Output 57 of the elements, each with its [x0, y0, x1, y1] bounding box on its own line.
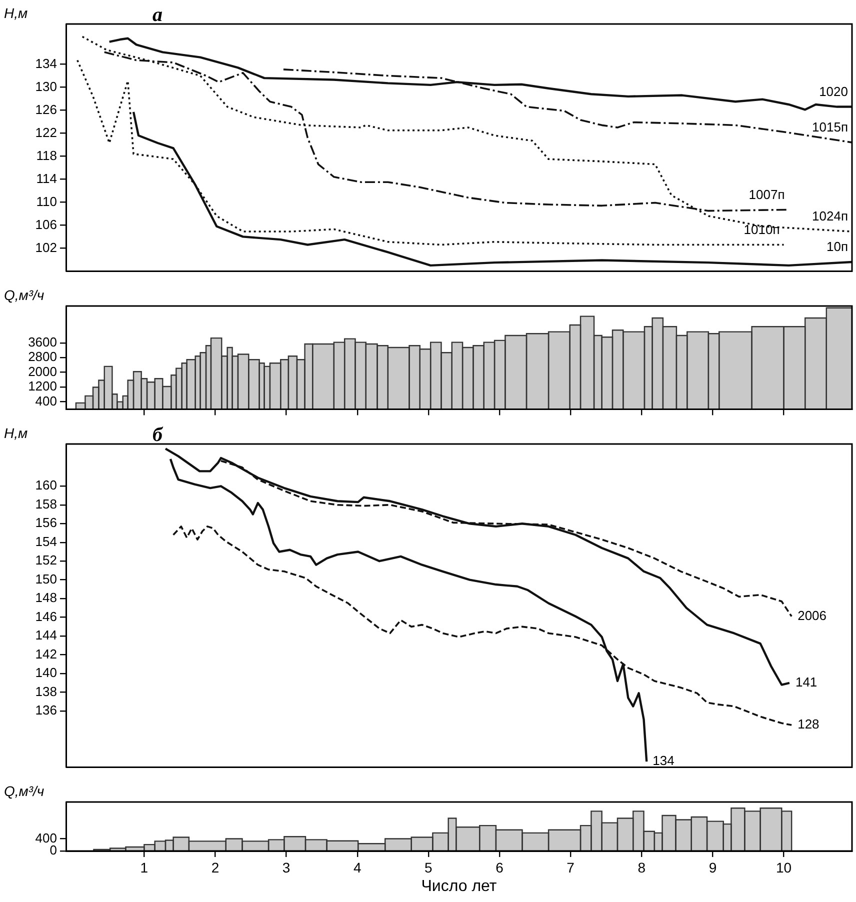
chart-title: б	[152, 424, 164, 446]
y-tick-label: 138	[35, 684, 57, 699]
y-tick-label: 110	[36, 194, 57, 209]
y-tick-label: 136	[35, 702, 57, 718]
y-tick-label: 156	[35, 515, 57, 530]
y-tick-label: 2800	[28, 349, 57, 364]
y-tick-label: 2000	[28, 364, 57, 379]
series-label: 1024п	[812, 208, 848, 224]
y-tick-label: 122	[35, 124, 57, 140]
y-tick-label: 144	[35, 628, 57, 643]
series-label: 1007п	[748, 186, 785, 202]
series-label: 1010п	[744, 222, 780, 237]
series-label: 128	[798, 716, 820, 732]
y-axis-title: H,м	[4, 425, 28, 441]
y-tick-label: 0	[50, 842, 57, 858]
y-tick-label: 102	[35, 240, 57, 255]
y-axis-title: Q,м³/ч	[4, 287, 44, 303]
x-tick-label: 6	[496, 859, 504, 876]
y-tick-label: 114	[36, 170, 57, 186]
y-tick-label: 1200	[28, 378, 57, 394]
y-axis-title: H,м	[4, 5, 28, 21]
series-label: 1020	[819, 84, 848, 99]
x-tick-label: 9	[708, 859, 717, 876]
y-tick-label: 400	[35, 393, 57, 408]
y-tick-label: 158	[35, 496, 57, 512]
series-label: 2006	[798, 608, 827, 623]
series-label: 141	[795, 674, 818, 690]
y-tick-label: 134	[35, 56, 57, 71]
y-tick-label: 142	[35, 646, 57, 662]
x-tick-label: 2	[211, 859, 220, 876]
x-tick-label: 10	[776, 859, 792, 876]
y-tick-label: 130	[35, 78, 57, 94]
series-label: 1015п	[812, 120, 848, 135]
x-tick-label: 5	[424, 859, 433, 876]
line-series	[81, 36, 852, 232]
chart-title: а	[152, 4, 162, 26]
y-tick-label: 148	[35, 590, 57, 606]
y-tick-label: 150	[35, 571, 57, 586]
y-tick-label: 154	[35, 534, 57, 549]
y-tick-label: 126	[35, 102, 57, 117]
x-tick-label: 7	[566, 859, 575, 876]
y-tick-label: 152	[35, 552, 57, 568]
x-axis-title: Число лет	[421, 878, 498, 895]
y-tick-label: 160	[35, 478, 57, 493]
y-tick-label: 3600	[28, 334, 57, 350]
x-tick-label: 1	[140, 859, 148, 876]
y-tick-label: 146	[35, 608, 57, 624]
y-tick-label: 106	[35, 216, 57, 232]
y-tick-label: 140	[35, 665, 57, 680]
y-axis-title: Q,м³/ч	[4, 783, 44, 799]
x-tick-label: 4	[353, 859, 362, 876]
y-tick-label: 118	[36, 148, 57, 163]
series-label: 10п	[826, 239, 848, 254]
x-tick-label: 3	[282, 859, 290, 876]
x-tick-label: 8	[638, 859, 646, 876]
y-tick-label: 400	[35, 830, 57, 846]
series-label: 134	[652, 753, 674, 768]
